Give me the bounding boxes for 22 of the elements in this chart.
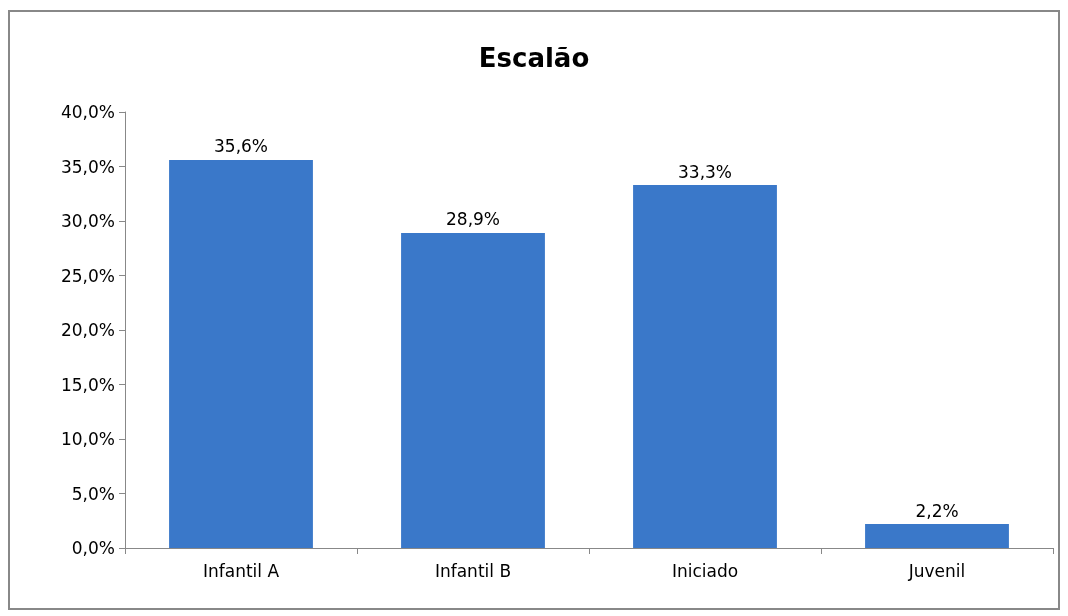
chart-title: Escalão [478,43,590,73]
data-label: 28,9% [445,209,501,230]
data-label: 35,6% [213,136,269,157]
x-tick-label: Infantil A [202,560,280,581]
x-tick-label: Infantil B [434,560,512,581]
data-label: 2,2% [915,500,959,521]
x-tick-label: Iniciado [671,560,739,581]
bar [865,524,1009,548]
bar [169,159,313,548]
bar [401,232,545,548]
y-tick-label: 20,0% [60,320,115,340]
y-tick-label: 0,0% [71,538,115,558]
x-tick-label: Juvenil [907,560,966,581]
y-tick-label: 40,0% [60,102,115,122]
data-label: 33,3% [677,161,733,182]
y-tick-label: 5,0% [71,483,115,504]
y-tick-label: 25,0% [60,265,115,286]
y-tick-label: 15,0% [60,374,115,395]
y-tick-label: 35,0% [60,156,115,177]
y-tick-label: 30,0% [60,211,115,231]
y-tick-label: 10,0% [60,429,115,449]
bar [633,185,777,548]
